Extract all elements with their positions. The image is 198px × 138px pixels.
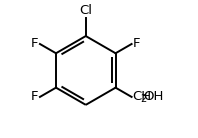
- Text: F: F: [31, 38, 39, 51]
- Text: F: F: [133, 38, 140, 51]
- Text: CH: CH: [132, 90, 151, 103]
- Text: OH: OH: [143, 90, 163, 103]
- Text: Cl: Cl: [79, 4, 92, 17]
- Text: F: F: [31, 90, 39, 103]
- Text: 2: 2: [140, 94, 147, 104]
